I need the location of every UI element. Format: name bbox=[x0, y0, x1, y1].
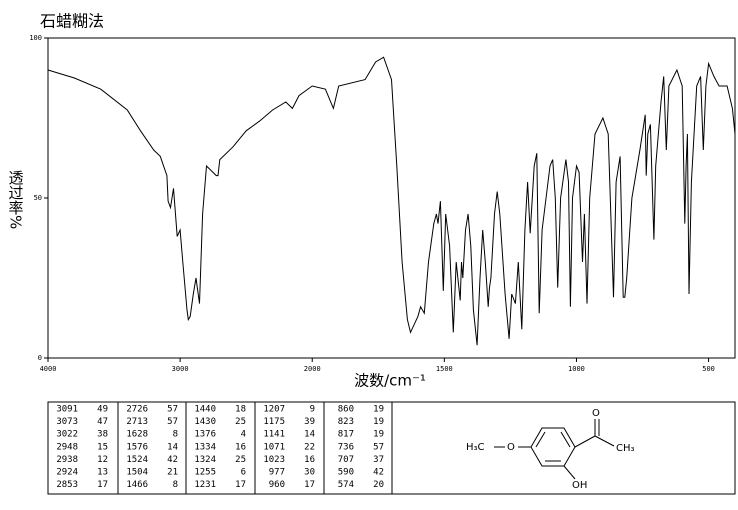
bond bbox=[563, 465, 576, 480]
atom-label: O bbox=[592, 408, 600, 419]
peak-wavenumber: 736 bbox=[338, 442, 354, 452]
peak-transmittance: 49 bbox=[97, 405, 108, 415]
peak-transmittance: 19 bbox=[373, 417, 384, 427]
peak-wavenumber: 1440 bbox=[194, 405, 216, 415]
peak-wavenumber: 2726 bbox=[126, 405, 148, 415]
x-tick-label: 3000 bbox=[172, 365, 189, 373]
peak-transmittance: 57 bbox=[167, 405, 178, 415]
peak-wavenumber: 2938 bbox=[56, 455, 78, 465]
x-axis-label: 波数/cm⁻¹ bbox=[354, 372, 426, 390]
atom-label: H₃C bbox=[466, 442, 485, 453]
peak-transmittance: 38 bbox=[97, 430, 108, 440]
peak-transmittance: 17 bbox=[97, 480, 108, 490]
peak-transmittance: 13 bbox=[97, 468, 108, 478]
peak-transmittance: 8 bbox=[173, 430, 178, 440]
peak-transmittance: 19 bbox=[373, 430, 384, 440]
peak-wavenumber: 1504 bbox=[126, 468, 148, 478]
peak-wavenumber: 1376 bbox=[194, 430, 216, 440]
peak-transmittance: 30 bbox=[304, 468, 315, 478]
peak-wavenumber: 707 bbox=[338, 455, 354, 465]
peak-wavenumber: 2853 bbox=[56, 480, 78, 490]
peak-transmittance: 4 bbox=[241, 430, 246, 440]
structure bbox=[494, 419, 615, 480]
peak-wavenumber: 1255 bbox=[194, 468, 216, 478]
x-tick-label: 1000 bbox=[568, 365, 585, 373]
peak-wavenumber: 1023 bbox=[263, 455, 285, 465]
peak-wavenumber: 960 bbox=[269, 480, 285, 490]
atom-label: OH bbox=[572, 480, 587, 491]
atom-label: O bbox=[507, 442, 515, 453]
x-tick-label: 1500 bbox=[436, 365, 453, 373]
peak-transmittance: 8 bbox=[173, 480, 178, 490]
peak-wavenumber: 3022 bbox=[56, 430, 78, 440]
peak-transmittance: 42 bbox=[167, 455, 178, 465]
peak-wavenumber: 1071 bbox=[263, 442, 285, 452]
peak-transmittance: 9 bbox=[310, 405, 315, 415]
peak-transmittance: 14 bbox=[167, 442, 178, 452]
peak-wavenumber: 1524 bbox=[126, 455, 148, 465]
peak-wavenumber: 977 bbox=[269, 468, 285, 478]
peak-wavenumber: 1141 bbox=[263, 430, 285, 440]
peak-transmittance: 20 bbox=[373, 480, 384, 490]
double-bond bbox=[560, 431, 571, 448]
peak-transmittance: 57 bbox=[167, 417, 178, 427]
peak-transmittance: 42 bbox=[373, 468, 384, 478]
peak-transmittance: 19 bbox=[373, 405, 384, 415]
peak-wavenumber: 1175 bbox=[263, 417, 285, 427]
peak-wavenumber: 1334 bbox=[194, 442, 216, 452]
peak-wavenumber: 1324 bbox=[194, 455, 216, 465]
atom-label: CH₃ bbox=[616, 443, 635, 454]
y-tick-label: 0 bbox=[38, 354, 42, 362]
y-tick-label: 50 bbox=[34, 194, 42, 202]
x-tick-label: 2000 bbox=[304, 365, 321, 373]
peak-wavenumber: 590 bbox=[338, 468, 354, 478]
peak-transmittance: 37 bbox=[373, 455, 384, 465]
peak-wavenumber: 1207 bbox=[263, 405, 285, 415]
peak-transmittance: 16 bbox=[235, 442, 246, 452]
peak-wavenumber: 860 bbox=[338, 405, 354, 415]
peak-transmittance: 21 bbox=[167, 468, 178, 478]
spectrum-line bbox=[47, 56, 736, 346]
peak-transmittance: 14 bbox=[304, 430, 315, 440]
peak-wavenumber: 1430 bbox=[194, 417, 216, 427]
peak-wavenumber: 1576 bbox=[126, 442, 148, 452]
peak-transmittance: 22 bbox=[304, 442, 315, 452]
peak-transmittance: 25 bbox=[235, 417, 246, 427]
peak-wavenumber: 2924 bbox=[56, 468, 78, 478]
peak-transmittance: 16 bbox=[304, 455, 315, 465]
peak-transmittance: 18 bbox=[235, 405, 246, 415]
peak-transmittance: 17 bbox=[235, 480, 246, 490]
peak-wavenumber: 2713 bbox=[126, 417, 148, 427]
benzene-ring bbox=[530, 427, 576, 467]
peak-transmittance: 17 bbox=[304, 480, 315, 490]
peak-wavenumber: 1231 bbox=[194, 480, 216, 490]
y-axis-label: 透过率% bbox=[7, 170, 25, 229]
x-tick-label: 4000 bbox=[40, 365, 57, 373]
peak-transmittance: 47 bbox=[97, 417, 108, 427]
double-bond bbox=[535, 431, 546, 448]
x-tick-label: 500 bbox=[702, 365, 715, 373]
peak-wavenumber: 2948 bbox=[56, 442, 78, 452]
peak-wavenumber: 823 bbox=[338, 417, 354, 427]
peak-table: 3091 49 2726 57 1440 18 1207 9 860 19 3073 47 2713 57… bbox=[47, 401, 736, 495]
peak-transmittance: 57 bbox=[373, 442, 384, 452]
peak-wavenumber: 817 bbox=[338, 430, 354, 440]
peak-transmittance: 6 bbox=[241, 468, 246, 478]
peak-wavenumber: 3073 bbox=[56, 417, 78, 427]
bond bbox=[574, 435, 596, 448]
peak-transmittance: 15 bbox=[97, 442, 108, 452]
peak-wavenumber: 3091 bbox=[56, 405, 78, 415]
y-tick-label: 100 bbox=[29, 34, 42, 42]
peak-transmittance: 12 bbox=[97, 455, 108, 465]
bond bbox=[594, 435, 615, 447]
peak-transmittance: 25 bbox=[235, 455, 246, 465]
peak-wavenumber: 574 bbox=[338, 480, 354, 490]
peak-transmittance: 39 bbox=[304, 417, 315, 427]
chart-title: 石蜡糊法 bbox=[40, 12, 104, 31]
peak-wavenumber: 1628 bbox=[126, 430, 148, 440]
peak-wavenumber: 1466 bbox=[126, 480, 148, 490]
